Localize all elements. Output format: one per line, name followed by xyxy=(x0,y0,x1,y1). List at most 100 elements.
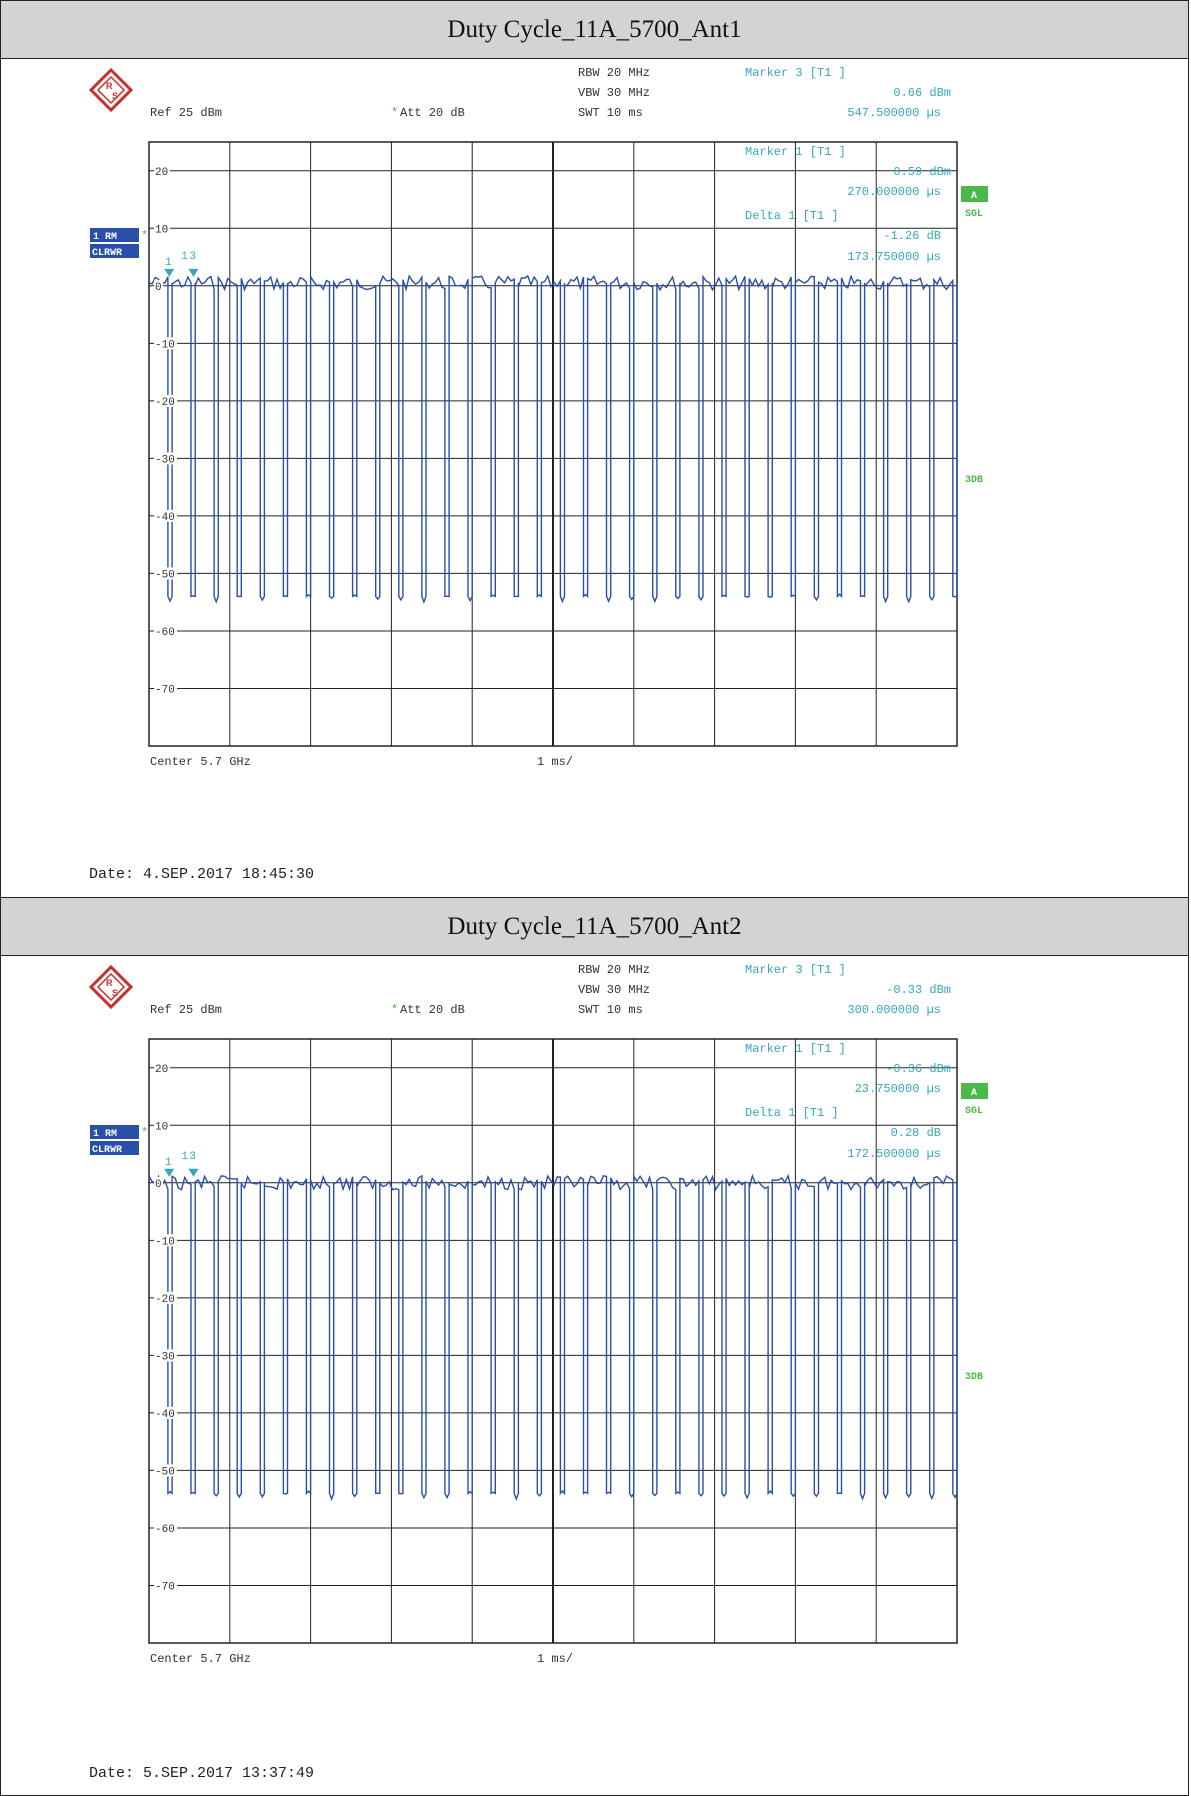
3db-label: 3DB xyxy=(965,475,983,486)
trace-badge-star: * xyxy=(141,1126,148,1140)
delta1-time: 173.750000 µs xyxy=(847,250,941,264)
vbw-label: VBW 30 MHz xyxy=(578,86,650,100)
span-label: 1 ms/ xyxy=(537,755,573,769)
marker3-value: -0.33 dBm xyxy=(886,983,951,997)
vbw-label: VBW 30 MHz xyxy=(578,983,650,997)
rbw-label: RBW 20 MHz xyxy=(578,963,650,977)
y-axis: 20 10 0 -10 -20 -30 -40 -50 -60 -70 xyxy=(154,164,177,696)
y-tick-label: 10 xyxy=(155,224,168,236)
marker1-time: 270.000000 µs xyxy=(847,185,941,199)
att-label: Att 20 dB xyxy=(400,106,465,120)
trace-mode-label: CLRWR xyxy=(92,248,122,259)
date-label: Date: 4.SEP.2017 18:45:30 xyxy=(89,866,315,883)
span-label: 1 ms/ xyxy=(537,1652,573,1666)
svg-text:R: R xyxy=(106,81,113,91)
marker-number-label: 1 xyxy=(181,251,188,263)
swt-label: SWT 10 ms xyxy=(578,106,643,120)
delta1-value: -1.26 dB xyxy=(883,229,941,243)
ref-label: Ref 25 dBm xyxy=(150,106,222,120)
y-tick-label: -10 xyxy=(155,339,175,351)
marker1-label: Marker 1 [T1 ] xyxy=(745,145,846,159)
spectrum-plot: R S RBW 20 MHz VBW 30 MHz SWT 10 ms Ref … xyxy=(88,963,988,1666)
y-tick-label: -60 xyxy=(155,627,175,639)
marker3-value: 0.66 dBm xyxy=(893,86,951,100)
trace-badge-label: 1 RM xyxy=(93,232,117,243)
marker-number-label: 3 xyxy=(189,251,196,263)
att-star: * xyxy=(391,106,398,120)
trace-badge: 1 RM * CLRWR xyxy=(90,228,148,259)
y-tick-label: 20 xyxy=(155,1064,168,1076)
center-freq-label: Center 5.7 GHz xyxy=(150,1652,251,1666)
trace-line xyxy=(148,1173,958,1501)
sgl-badge: A SGL xyxy=(961,186,988,220)
plot-grid xyxy=(148,141,958,747)
marker3-time: 547.500000 µs xyxy=(847,106,941,120)
plot-grid xyxy=(148,1038,958,1644)
a-badge-label: A xyxy=(971,191,977,202)
y-tick-label: -50 xyxy=(155,1466,175,1478)
marker3-label: Marker 3 [T1 ] xyxy=(745,66,846,80)
marker1-value: -0.36 dBm xyxy=(886,1062,951,1076)
marker-icon xyxy=(164,268,175,277)
y-tick-label: -20 xyxy=(155,397,175,409)
y-tick-label: -40 xyxy=(155,1409,175,1421)
y-axis: 20 10 0 -10 -20 -30 -40 -50 -60 -70 xyxy=(154,1061,177,1593)
y-tick-label: -30 xyxy=(155,454,175,466)
delta1-label: Delta 1 [T1 ] xyxy=(745,209,839,223)
marker1-time: 23.750000 µs xyxy=(855,1082,941,1096)
trace-badge-star: * xyxy=(141,229,148,243)
y-tick-label: -60 xyxy=(155,1524,175,1536)
marker-icon xyxy=(164,1168,175,1177)
3db-label: 3DB xyxy=(965,1372,983,1383)
sgl-badge: A SGL xyxy=(961,1083,988,1117)
sgl-label: SGL xyxy=(965,1106,983,1117)
sgl-label: SGL xyxy=(965,209,983,220)
y-tick-label: 10 xyxy=(155,1121,168,1133)
marker1-label: Marker 1 [T1 ] xyxy=(745,1042,846,1056)
trace-line xyxy=(148,274,958,605)
trace-mode-label: CLRWR xyxy=(92,1145,122,1156)
svg-text:S: S xyxy=(112,91,118,101)
marker-number-label: 1 xyxy=(165,1157,172,1169)
rbw-label: RBW 20 MHz xyxy=(578,66,650,80)
y-tick-label: -70 xyxy=(155,684,175,696)
y-tick-label: -30 xyxy=(155,1351,175,1363)
marker-icon xyxy=(188,1168,199,1177)
marker-number-label: 1 xyxy=(165,257,172,269)
marker3-label: Marker 3 [T1 ] xyxy=(745,963,846,977)
att-label: Att 20 dB xyxy=(400,1003,465,1017)
spectrum-plot: R S RBW 20 MHz VBW 30 MHz SWT 10 ms Ref … xyxy=(88,66,988,769)
y-tick-label: -20 xyxy=(155,1294,175,1306)
svg-text:S: S xyxy=(112,988,118,998)
y-tick-label: -40 xyxy=(155,512,175,524)
delta1-value: 0.28 dB xyxy=(891,1126,941,1140)
y-tick-label: -10 xyxy=(155,1236,175,1248)
rs-logo-icon: R S xyxy=(88,67,134,113)
y-tick-label: 0 xyxy=(155,1179,162,1191)
ref-label: Ref 25 dBm xyxy=(150,1003,222,1017)
a-badge-label: A xyxy=(971,1088,977,1099)
y-tick-label: -50 xyxy=(155,569,175,581)
y-tick-label: 20 xyxy=(155,167,168,179)
marker-number-label: 3 xyxy=(189,1151,196,1163)
marker3-time: 300.000000 µs xyxy=(847,1003,941,1017)
panel-title: Duty Cycle_11A_5700_Ant1 xyxy=(1,1,1188,59)
marker-icon xyxy=(188,268,199,277)
trace-badge: 1 RM * CLRWR xyxy=(90,1125,148,1156)
rs-logo-icon: R S xyxy=(88,964,134,1010)
delta1-time: 172.500000 µs xyxy=(847,1147,941,1161)
swt-label: SWT 10 ms xyxy=(578,1003,643,1017)
trace-badge-label: 1 RM xyxy=(93,1129,117,1140)
marker-number-label: 1 xyxy=(181,1151,188,1163)
plot-panel-ant1: Duty Cycle_11A_5700_Ant1 R S RBW 20 MHz … xyxy=(0,0,1189,898)
plot-panel-ant2: Duty Cycle_11A_5700_Ant2 R S RBW 20 MHz … xyxy=(0,897,1189,1796)
date-label: Date: 5.SEP.2017 13:37:49 xyxy=(89,1765,315,1782)
svg-text:R: R xyxy=(106,978,113,988)
delta1-label: Delta 1 [T1 ] xyxy=(745,1106,839,1120)
center-freq-label: Center 5.7 GHz xyxy=(150,755,251,769)
y-tick-label: 0 xyxy=(155,282,162,294)
